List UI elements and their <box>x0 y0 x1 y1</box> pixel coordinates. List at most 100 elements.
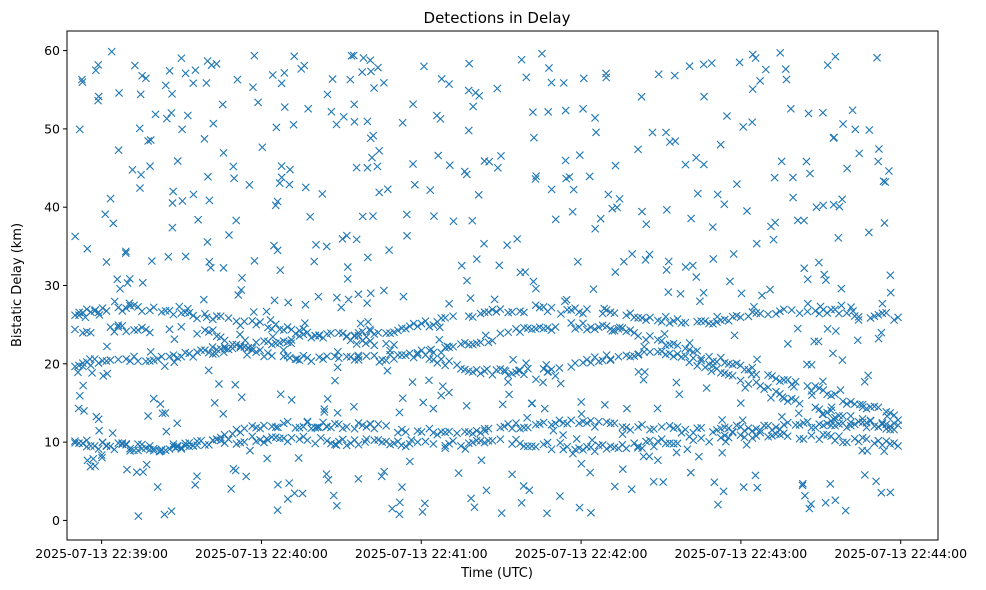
clutter-point <box>175 302 184 311</box>
track-point <box>701 363 710 372</box>
track-point <box>736 376 745 385</box>
track-point <box>252 320 261 329</box>
clutter-point <box>834 233 843 242</box>
track-point <box>354 440 363 449</box>
clutter-point <box>91 66 100 75</box>
track-point <box>606 356 615 365</box>
track-point <box>374 328 383 337</box>
clutter-point <box>147 257 156 266</box>
clutter-point <box>675 390 684 399</box>
clutter-point <box>551 371 560 380</box>
track-point <box>393 351 402 359</box>
track-point <box>523 423 532 432</box>
track-point <box>476 338 485 347</box>
track-point <box>149 444 158 453</box>
track-point <box>815 405 824 414</box>
clutter-point <box>287 395 296 404</box>
clutter-point <box>654 70 663 79</box>
clutter-point <box>427 345 436 354</box>
clutter-point <box>153 482 162 491</box>
track-point <box>771 423 780 432</box>
track-point <box>90 441 99 450</box>
clutter-point <box>332 501 341 510</box>
x-tick-label: 2025-07-13 22:43:00 <box>675 546 808 561</box>
chart-title: Detections in Delay <box>424 9 571 27</box>
clutter-point <box>193 472 201 481</box>
clutter-point <box>694 452 703 461</box>
clutter-point <box>78 362 87 371</box>
clutter-point <box>346 75 355 84</box>
clutter-point <box>699 60 708 69</box>
clutter-point <box>586 508 595 517</box>
track-point <box>169 351 178 360</box>
track-point <box>323 352 332 361</box>
clutter-point <box>540 404 549 413</box>
track-point <box>437 348 446 357</box>
track-point <box>622 311 631 320</box>
clutter-point <box>699 160 708 169</box>
track-point <box>697 434 706 443</box>
clutter-point <box>419 398 428 407</box>
clutter-point <box>800 491 809 500</box>
track-point <box>134 446 142 455</box>
clutter-point <box>149 394 158 403</box>
track-point <box>122 327 131 336</box>
track-point <box>307 333 316 342</box>
clutter-point <box>164 252 173 261</box>
clutter-point <box>475 91 484 100</box>
clutter-point <box>695 297 704 306</box>
clutter-point <box>826 479 835 488</box>
track-point <box>122 304 131 313</box>
clutter-point <box>467 494 476 503</box>
track-point <box>866 417 875 425</box>
track-point <box>586 416 595 425</box>
clutter-point <box>183 111 192 120</box>
clutter-point <box>366 67 375 76</box>
track-point <box>602 322 611 331</box>
clutter-point <box>359 54 368 63</box>
clutter-point <box>270 241 279 250</box>
clutter-point <box>619 257 628 266</box>
clutter-point <box>285 353 294 362</box>
clutter-point <box>114 146 123 155</box>
clutter-point <box>328 75 337 84</box>
clutter-point <box>399 292 408 301</box>
track-point <box>71 438 79 447</box>
track-point <box>248 432 257 441</box>
clutter-point <box>847 303 856 312</box>
x-tick-label: 2025-07-13 22:40:00 <box>195 546 328 561</box>
clutter-point <box>640 367 649 376</box>
clutter-point <box>268 71 277 80</box>
clutter-point <box>454 469 463 478</box>
clutter-point <box>718 416 727 424</box>
track-point <box>890 419 899 428</box>
clutter-point <box>137 170 146 179</box>
track-point <box>145 328 154 337</box>
clutter-point <box>395 510 404 519</box>
track-point <box>177 322 186 331</box>
clutter-point <box>757 291 766 300</box>
clutter-point <box>207 61 216 70</box>
track-point <box>102 442 111 451</box>
clutter-point <box>101 210 110 219</box>
clutter-point <box>285 180 294 189</box>
clutter-point <box>781 65 790 74</box>
clutter-point <box>806 500 815 509</box>
track-point <box>480 438 489 447</box>
clutter-point <box>128 165 137 174</box>
clutter-point <box>279 345 288 354</box>
clutter-point <box>266 315 275 324</box>
clutter-point <box>160 362 169 371</box>
clutter-point <box>522 73 531 82</box>
clutter-point <box>303 417 312 426</box>
track-point <box>370 341 379 350</box>
clutter-point <box>531 175 540 184</box>
clutter-point <box>363 253 372 262</box>
clutter-point <box>692 273 701 282</box>
clutter-point <box>569 185 578 194</box>
clutter-point <box>468 216 477 225</box>
track-point <box>850 420 859 429</box>
clutter-point <box>793 216 802 225</box>
track-point <box>756 428 765 437</box>
clutter-point <box>368 212 377 221</box>
